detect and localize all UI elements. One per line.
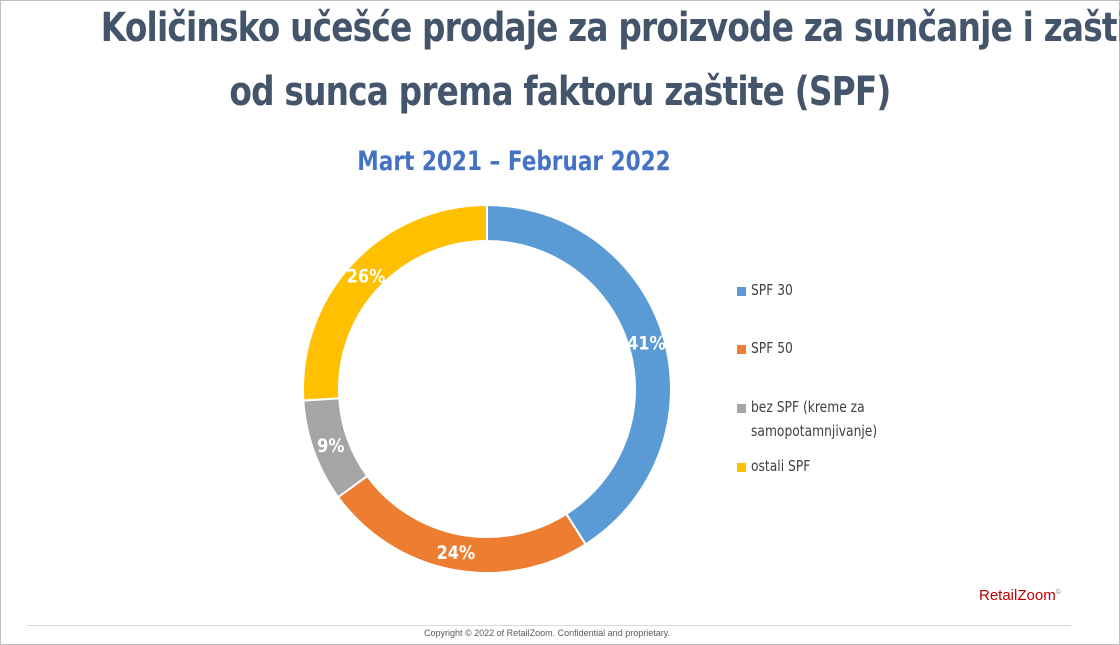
data-label-4: 26% [347, 266, 386, 288]
logo-text: RetailZoom [979, 587, 1056, 604]
copyright-text: Copyright © 2022 of RetailZoom. Confiden… [423, 628, 671, 638]
legend-label: SPF 50 [751, 339, 793, 357]
donut-slice-4 [302, 203, 488, 402]
legend-swatch [737, 404, 746, 413]
data-label-1: 41% [627, 334, 666, 356]
legend-swatch [737, 345, 746, 354]
chart-title-line-2: od sunca prema faktoru zaštite (SPF) [229, 69, 891, 115]
legend-item-2: SPF 50 [737, 339, 911, 360]
chart-subtitle: Mart 2021 – Februar 2022 [357, 146, 671, 177]
donut-slice-1 [486, 203, 672, 546]
logo-mark: © [1055, 589, 1061, 596]
footer-divider [27, 625, 1071, 626]
legend-label: bez SPF (kreme za samopotamnjivanje) [751, 398, 878, 440]
legend-item-1: SPF 30 [737, 281, 911, 302]
legend-swatch [737, 463, 746, 472]
legend-swatch [737, 287, 746, 296]
legend-label: ostali SPF [751, 457, 811, 475]
data-label-3: 9% [317, 436, 345, 458]
legend-label: SPF 30 [751, 281, 793, 299]
legend-item-4: ostali SPF [737, 457, 911, 478]
data-label-2: 24% [437, 543, 476, 565]
chart-title-line-1: Količinsko učešće prodaje za proizvode z… [100, 5, 1120, 51]
retailzoom-logo: RetailZoom© [979, 587, 1061, 604]
legend-item-3: bez SPF (kreme za samopotamnjivanje) [737, 398, 911, 443]
